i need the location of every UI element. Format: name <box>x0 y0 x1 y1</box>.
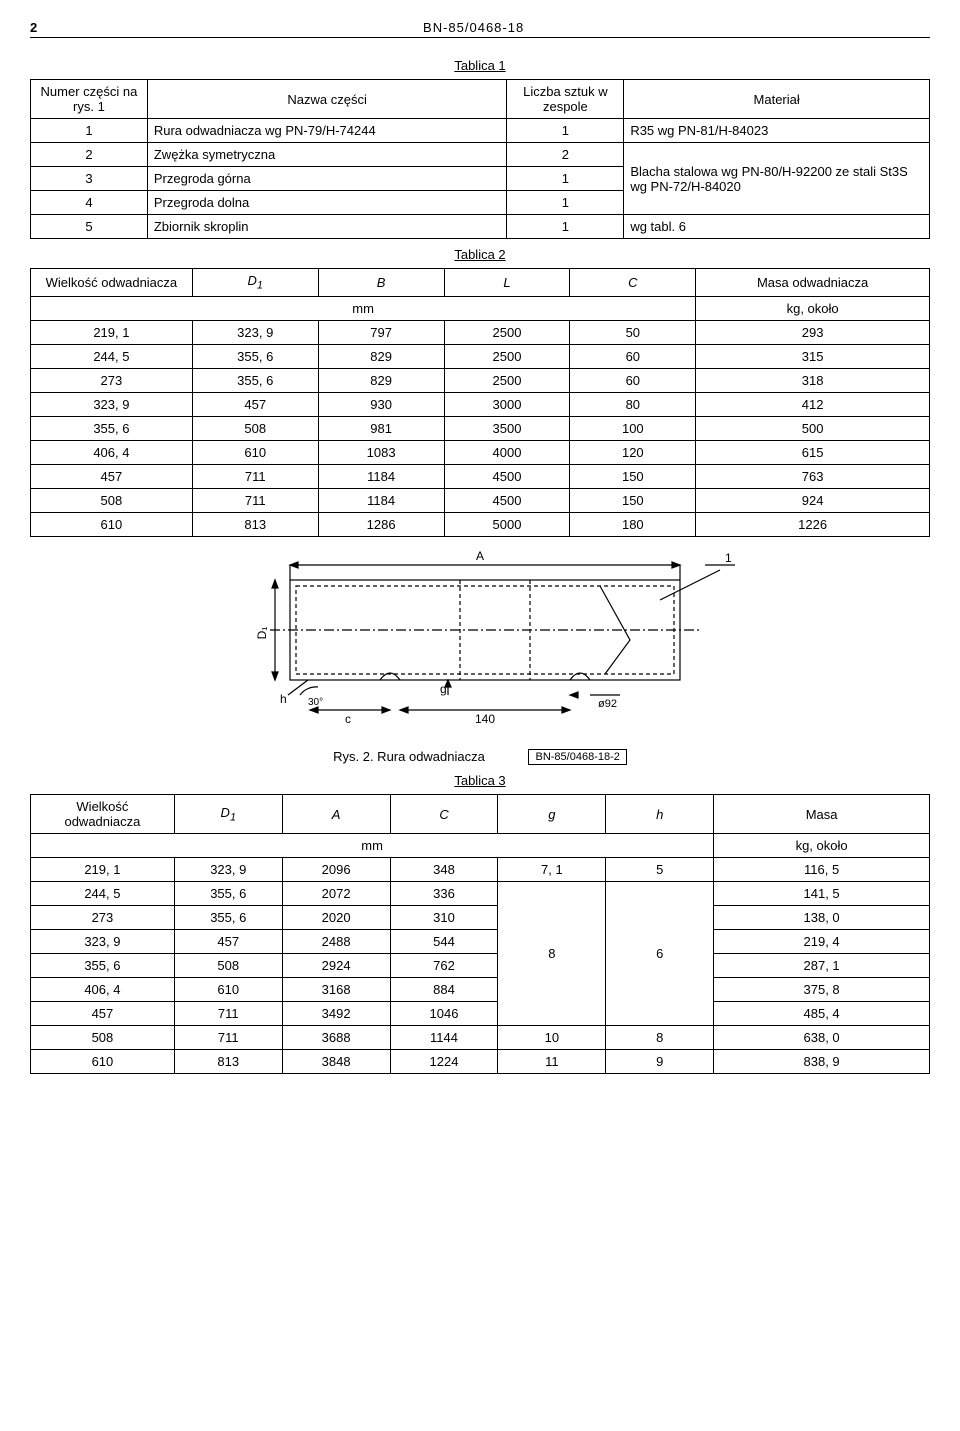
svg-text:140: 140 <box>475 712 495 726</box>
svg-text:1: 1 <box>725 551 732 565</box>
table-row: 244, 5355, 6829250060315 <box>31 344 930 368</box>
table3-caption: Tablica 3 <box>30 773 930 788</box>
t2-h3: B <box>318 269 444 297</box>
table3: Wielkość odwadniacza D1 A C g h Masa mm … <box>30 794 930 1074</box>
figure2-svg: A D₁ g h 30° c 140 ø92 1 <box>200 545 760 745</box>
svg-text:ø92: ø92 <box>598 698 617 710</box>
svg-text:D₁: D₁ <box>255 626 269 639</box>
page-number: 2 <box>30 20 37 35</box>
table-row: 610813128650001801226 <box>31 512 930 536</box>
table-row: 1 Rura odwadniacza wg PN-79/H-74244 1 R3… <box>31 119 930 143</box>
table-row: 323, 9457930300080412 <box>31 392 930 416</box>
table-row: 219, 1323, 920963487, 15116, 5 <box>31 858 930 882</box>
document-id: BN-85/0468-18 <box>423 20 524 35</box>
t2-unit-mm: mm <box>31 296 696 320</box>
table-row: 273355, 62020310138, 0 <box>31 906 930 930</box>
t3-h6: h <box>606 795 714 834</box>
t3-h5: g <box>498 795 606 834</box>
table2-caption: Tablica 2 <box>30 247 930 262</box>
t1-head-qty: Liczba sztuk w zespole <box>507 80 624 119</box>
t1-head-mat: Materiał <box>624 80 930 119</box>
table-row: 273355, 6829250060318 <box>31 368 930 392</box>
table-row: 355, 65089813500100500 <box>31 416 930 440</box>
table-row: 244, 5355, 6207233686141, 5 <box>31 882 930 906</box>
figure2-box: BN-85/0468-18-2 <box>528 749 626 765</box>
t1-head-name: Nazwa części <box>147 80 507 119</box>
svg-text:c: c <box>345 712 351 726</box>
t3-h4: C <box>390 795 498 834</box>
figure2-caption: Rys. 2. Rura odwadniacza BN-85/0468-18-2 <box>30 749 930 766</box>
table-row: 2 Zwężka symetryczna 2 Blacha stalowa wg… <box>31 143 930 167</box>
table-row: 323, 94572488544219, 4 <box>31 930 930 954</box>
table2: Wielkość odwadniacza D1 B L C Masa odwad… <box>30 268 930 537</box>
t2-h4: L <box>444 269 570 297</box>
svg-text:h: h <box>280 692 287 706</box>
t2-h1: Wielkość odwadniacza <box>31 269 193 297</box>
t3-unit-kg: kg, około <box>714 834 930 858</box>
t3-h3: A <box>282 795 390 834</box>
table1: Numer części na rys. 1 Nazwa części Licz… <box>30 79 930 239</box>
t2-unit-kg: kg, około <box>696 296 930 320</box>
svg-text:g: g <box>440 682 447 696</box>
table-row: 219, 1323, 9797250050293 <box>31 320 930 344</box>
t2-h6: Masa odwadniacza <box>696 269 930 297</box>
table-row: 45771134921046485, 4 <box>31 1002 930 1026</box>
t2-h5: C <box>570 269 696 297</box>
t2-h2: D1 <box>192 269 318 297</box>
table-row: 355, 65082924762287, 1 <box>31 954 930 978</box>
table-row: 61081338481224119838, 9 <box>31 1050 930 1074</box>
table1-caption: Tablica 1 <box>30 58 930 73</box>
t3-h2: D1 <box>174 795 282 834</box>
table-row: 5 Zbiornik skroplin 1 wg tabl. 6 <box>31 215 930 239</box>
table-row: 50871111844500150924 <box>31 488 930 512</box>
table-row: 406, 46103168884375, 8 <box>31 978 930 1002</box>
svg-text:A: A <box>476 549 484 563</box>
table-row: 50871136881144108638, 0 <box>31 1026 930 1050</box>
t3-unit-mm: mm <box>31 834 714 858</box>
t3-h7: Masa <box>714 795 930 834</box>
svg-text:30°: 30° <box>308 697 323 708</box>
table-row: 45771111844500150763 <box>31 464 930 488</box>
t3-h1: Wielkość odwadniacza <box>31 795 175 834</box>
figure2: A D₁ g h 30° c 140 ø92 1 <box>30 545 930 745</box>
page-header: 2 BN-85/0468-18 <box>30 20 930 38</box>
t1-head-num: Numer części na rys. 1 <box>31 80 148 119</box>
table-row: 406, 461010834000120615 <box>31 440 930 464</box>
